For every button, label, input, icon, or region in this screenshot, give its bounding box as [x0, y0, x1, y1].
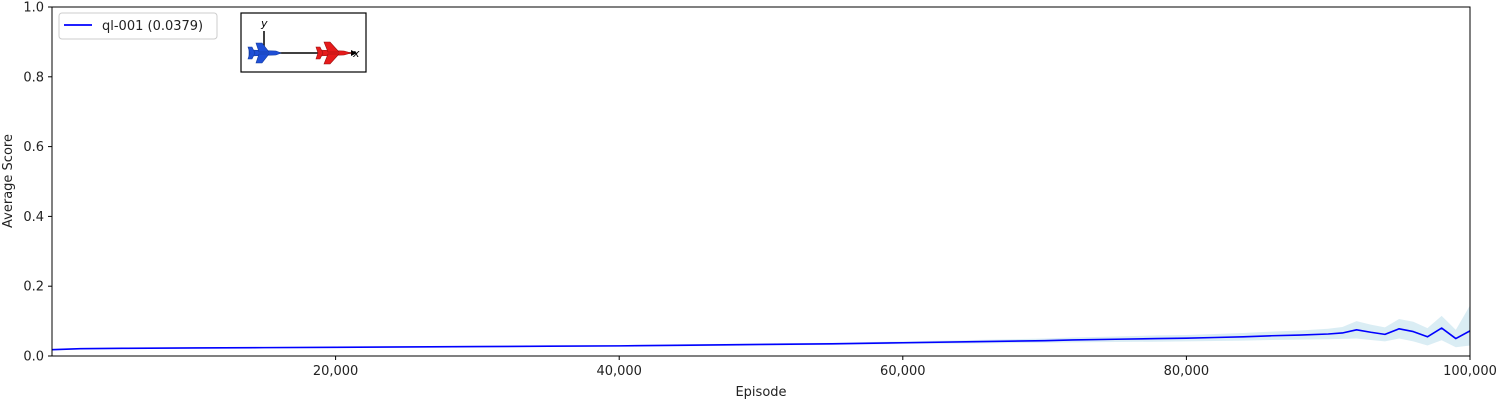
y-tick-label: 0.6 [23, 140, 44, 155]
legend-label-ql-001: ql-001 (0.0379) [102, 19, 203, 34]
y-tick-label: 0.0 [23, 350, 44, 365]
x-tick-label: 80,000 [1164, 364, 1210, 379]
x-axis: 20,000 40,000 60,000 80,000 100,000 [313, 356, 1497, 379]
x-tick-label: 100,000 [1443, 364, 1497, 379]
y-tick-label: 0.2 [23, 280, 44, 295]
red-jet-icon [315, 41, 353, 65]
x-tick-label: 40,000 [596, 364, 642, 379]
y-tick-label: 1.0 [23, 1, 44, 16]
legend-box [58, 12, 218, 40]
plot-area-frame [51, 6, 1471, 357]
aircraft-inset-diagram: y x [240, 12, 367, 73]
x-axis-title: Episode [735, 385, 786, 400]
y-axis: 0.0 0.2 0.4 0.6 0.8 1.0 [23, 1, 52, 365]
y-tick-label: 0.8 [23, 70, 44, 85]
series-line-0 [51, 327, 1471, 351]
series-layer [51, 327, 1471, 351]
y-tick-label: 0.4 [23, 210, 44, 225]
legend: ql-001 (0.0379) [58, 12, 218, 40]
inset-y-letter: y [260, 17, 268, 30]
x-tick-label: 60,000 [880, 364, 926, 379]
inset-x-letter: x [352, 47, 360, 60]
x-tick-label: 20,000 [313, 364, 359, 379]
series-band-0 [52, 305, 1470, 351]
confidence-band-layer [52, 305, 1470, 351]
inset-x-arrow [351, 50, 357, 56]
blue-jet-icon [247, 42, 282, 64]
y-axis-title: Average Score [1, 134, 16, 228]
